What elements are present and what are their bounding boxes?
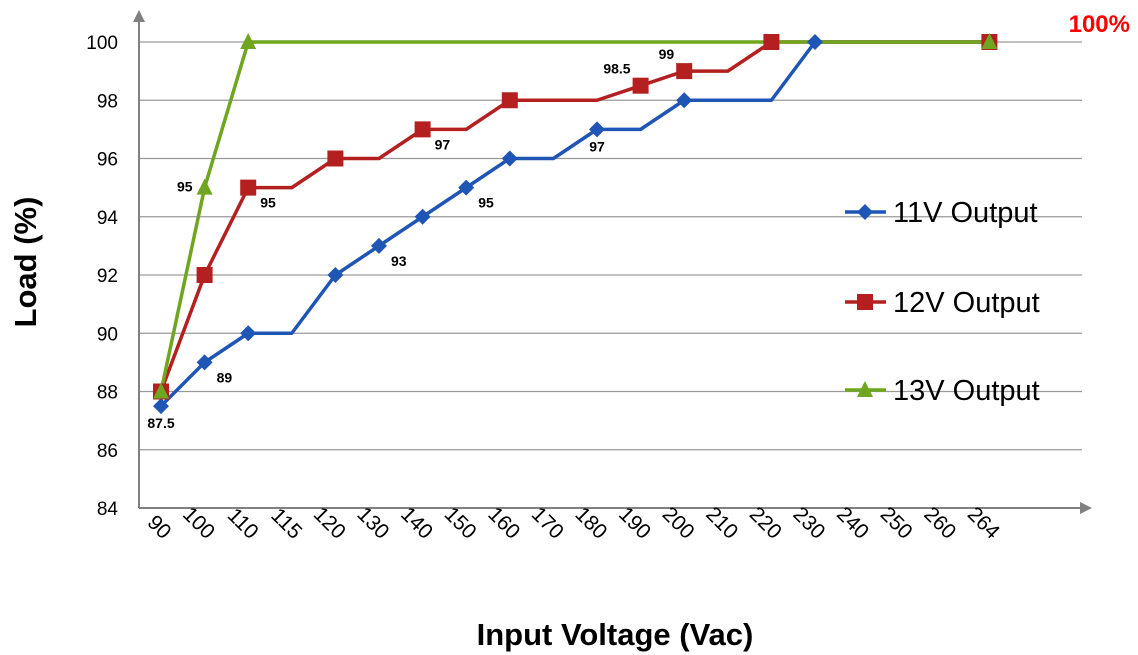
data-label: 98.5	[603, 61, 630, 77]
data-point	[501, 150, 518, 167]
legend: 11V Output 12V Output 13V Output	[845, 197, 1040, 407]
legend-marker	[857, 204, 873, 220]
data-point	[240, 325, 257, 342]
data-point	[501, 92, 518, 109]
data-label: 87.5	[147, 415, 174, 431]
data-point	[589, 121, 605, 138]
data-label: 97	[435, 136, 451, 152]
grid-lines	[139, 41, 1082, 451]
data-point	[807, 34, 823, 50]
data-label: 95	[478, 195, 494, 211]
data-label: 89	[217, 369, 233, 385]
y-axis-title: Load (%)	[8, 197, 43, 328]
data-point	[196, 354, 213, 371]
data-label: 97	[589, 138, 605, 154]
y-tick-label: 84	[97, 499, 119, 520]
data-point	[632, 77, 649, 94]
data-point	[981, 33, 998, 49]
data-point	[676, 92, 693, 109]
series-line-triangle	[159, 40, 990, 392]
data-point	[458, 179, 475, 196]
data-label: 93	[391, 253, 407, 269]
data-label: 95	[260, 195, 276, 211]
y-axis-arrow-icon	[133, 10, 145, 22]
x-tick-label: 115	[266, 504, 306, 544]
x-tick-label: 90	[143, 511, 176, 544]
x-axis-title: Input Voltage (Vac)	[477, 617, 754, 652]
data-point	[327, 267, 344, 283]
legend-marker	[857, 381, 873, 397]
y-tick-label: 86	[97, 441, 118, 462]
x-axis-arrow-icon	[1080, 502, 1092, 514]
data-labels: 87.5 89 93 95 97 95 97 98.5 99 95	[147, 46, 674, 431]
data-point	[676, 63, 693, 80]
data-point	[240, 179, 257, 196]
data-point	[153, 398, 169, 415]
data-point	[414, 208, 431, 225]
y-tick-label: 96	[97, 150, 118, 171]
legend-label: 13V Output	[893, 375, 1040, 407]
data-point	[763, 34, 780, 50]
data-label: 95	[177, 179, 193, 195]
data-point	[371, 237, 387, 254]
data-point	[414, 121, 431, 138]
data-point	[196, 178, 213, 195]
legend-label: 12V Output	[893, 287, 1040, 319]
series-lines	[159, 40, 990, 408]
legend-label: 11V Output	[893, 197, 1038, 229]
y-tick-label: 92	[97, 266, 118, 287]
y-tick-label: 100	[86, 33, 118, 54]
series-markers	[153, 33, 998, 415]
data-label: 99	[659, 46, 675, 62]
data-point	[327, 150, 344, 167]
data-point	[153, 382, 169, 399]
axes	[133, 10, 1092, 514]
series-line-diamond	[159, 40, 990, 408]
x-tick-label: 110	[223, 504, 263, 544]
data-point	[196, 267, 213, 283]
data-point	[240, 33, 257, 49]
legend-marker	[857, 294, 873, 310]
top-right-annotation: 100%	[1069, 11, 1130, 38]
y-tick-labels: 84 86 88 90 92 94 96 98 100	[86, 33, 118, 520]
y-tick-label: 88	[97, 383, 118, 404]
y-tick-label: 94	[97, 208, 119, 229]
y-tick-label: 90	[97, 324, 118, 345]
y-tick-label: 98	[97, 91, 118, 112]
